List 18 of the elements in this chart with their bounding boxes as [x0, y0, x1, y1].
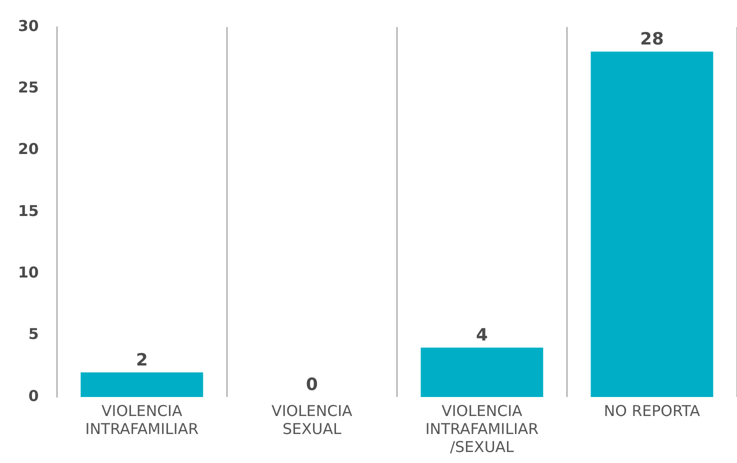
- data-label: 2: [136, 350, 148, 370]
- x-tick-label: VIOLENCIA INTRAFAMILIAR /SEXUAL: [425, 402, 539, 456]
- y-tick-label: 10: [18, 264, 39, 282]
- bar: [420, 348, 544, 397]
- bar: [80, 372, 204, 397]
- x-tick-label: NO REPORTA: [604, 402, 701, 420]
- y-tick-label: 25: [18, 78, 39, 97]
- y-tick-label: 15: [18, 202, 39, 220]
- bar: [590, 52, 714, 397]
- data-label: 28: [640, 30, 664, 50]
- x-tick-label: VIOLENCIA INTRAFAMILIAR: [85, 402, 199, 438]
- y-tick-label: 0: [28, 386, 39, 405]
- y-tick-label: 20: [18, 140, 39, 158]
- data-label: 0: [306, 374, 318, 395]
- data-label: 4: [476, 326, 488, 346]
- x-tick-label: VIOLENCIA SEXUAL: [272, 402, 354, 438]
- y-tick-label: 5: [28, 325, 39, 344]
- y-tick-label: 30: [18, 16, 39, 35]
